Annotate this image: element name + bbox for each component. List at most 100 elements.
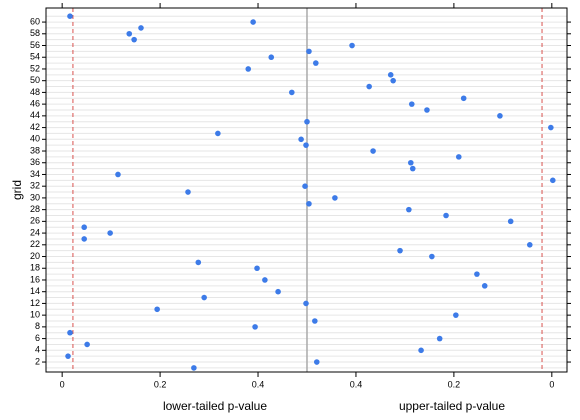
point	[507, 218, 514, 225]
x-tick-label: 0.2	[448, 379, 461, 389]
point	[65, 353, 71, 359]
point	[81, 236, 87, 242]
y-tick-label: 34	[30, 169, 40, 179]
point	[67, 13, 73, 20]
point	[370, 148, 376, 154]
y-tick-label: 52	[30, 63, 40, 73]
point	[349, 42, 355, 49]
y-tick-label: 36	[30, 157, 40, 167]
point	[215, 130, 221, 137]
plot-frame	[45, 7, 568, 373]
y-tick-label: 50	[30, 75, 40, 85]
point	[418, 347, 424, 354]
y-tick-label: 48	[30, 87, 40, 97]
x-tick-label: 0.2	[154, 379, 167, 389]
point	[312, 318, 318, 324]
point	[549, 177, 556, 184]
x-tick-label: 0.4	[252, 379, 265, 389]
point	[262, 277, 268, 283]
point	[304, 118, 310, 125]
point	[306, 48, 312, 55]
y-tick-label: 2	[35, 356, 40, 366]
point	[313, 60, 319, 66]
y-tick-label: 56	[30, 40, 40, 50]
y-tick-label: 6	[35, 333, 40, 343]
point	[84, 341, 90, 348]
y-tick-label: 24	[30, 227, 40, 237]
point	[250, 19, 256, 25]
y-tick-label: 12	[30, 298, 40, 308]
point	[245, 66, 252, 72]
y-axis-label: grid	[10, 180, 24, 200]
point	[455, 154, 462, 160]
point	[407, 159, 414, 166]
y-tick-label: 18	[30, 263, 40, 273]
point	[131, 36, 137, 43]
point	[254, 265, 260, 272]
point	[406, 206, 412, 213]
point	[185, 189, 191, 195]
y-tick-label: 60	[30, 16, 40, 26]
y-tick-label: 16	[30, 274, 40, 284]
y-tick-label: 40	[30, 134, 40, 144]
point	[443, 212, 449, 219]
y-tick-label: 10	[30, 310, 40, 320]
point	[481, 283, 488, 289]
point	[275, 288, 281, 295]
point	[424, 107, 430, 113]
x-tick-label: 0	[60, 379, 65, 389]
x-axis-label-left: lower-tailed p-value	[163, 399, 267, 413]
y-tick-label: 42	[30, 122, 40, 132]
y-tick-label: 38	[30, 145, 40, 155]
y-tick-label: 30	[30, 192, 40, 202]
point	[138, 25, 144, 31]
y-tick-label: 46	[30, 99, 40, 109]
point	[252, 324, 258, 330]
point	[268, 54, 275, 61]
y-tick-label: 22	[30, 239, 40, 249]
point	[408, 101, 415, 107]
point	[548, 124, 554, 131]
point	[195, 259, 202, 266]
y-tick-label: 8	[35, 321, 40, 331]
point	[366, 83, 372, 90]
y-tick-label: 44	[30, 110, 40, 120]
y-tick-label: 4	[35, 345, 40, 355]
x-tick-label: 0.4	[350, 379, 363, 389]
point	[313, 359, 320, 365]
x-tick-label: 0	[549, 379, 554, 389]
point	[298, 136, 304, 143]
y-tick-label: 54	[30, 52, 40, 62]
point	[306, 200, 312, 207]
point	[303, 142, 309, 148]
point	[191, 365, 197, 371]
y-tick-label: 20	[30, 251, 40, 261]
point	[126, 30, 133, 37]
point	[154, 306, 160, 313]
point	[460, 95, 467, 102]
point	[474, 271, 480, 277]
point	[453, 312, 459, 318]
point	[429, 253, 435, 260]
point	[526, 242, 533, 248]
point	[397, 247, 403, 254]
point	[115, 171, 121, 178]
point	[390, 77, 396, 84]
point	[332, 195, 338, 201]
point	[409, 165, 416, 172]
y-tick-label: 58	[30, 28, 40, 38]
point	[302, 183, 308, 189]
y-tick-label: 26	[30, 216, 40, 226]
point	[436, 335, 443, 342]
point	[107, 230, 113, 236]
point	[201, 294, 207, 301]
y-tick-label: 28	[30, 204, 40, 214]
point	[289, 89, 295, 96]
y-tick-label: 14	[30, 286, 40, 296]
point	[67, 329, 73, 336]
point	[303, 300, 309, 307]
x-axis-label-right: upper-tailed p-value	[399, 399, 505, 413]
point	[497, 113, 503, 119]
point	[387, 72, 394, 78]
